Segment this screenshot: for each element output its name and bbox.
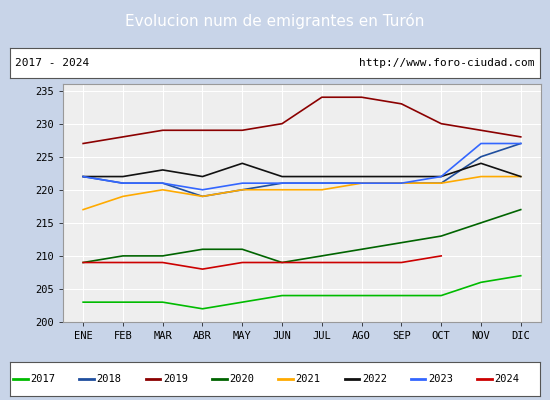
Text: 2022: 2022 (362, 374, 387, 384)
Text: 2024: 2024 (494, 374, 519, 384)
Text: 2017: 2017 (30, 374, 56, 384)
Text: Evolucion num de emigrantes en Turón: Evolucion num de emigrantes en Turón (125, 13, 425, 29)
Text: http://www.foro-ciudad.com: http://www.foro-ciudad.com (359, 58, 535, 68)
Text: 2017 - 2024: 2017 - 2024 (15, 58, 90, 68)
Text: 2023: 2023 (428, 374, 453, 384)
Text: 2019: 2019 (163, 374, 188, 384)
Text: 2020: 2020 (229, 374, 254, 384)
Text: 2018: 2018 (97, 374, 122, 384)
Text: 2021: 2021 (295, 374, 321, 384)
